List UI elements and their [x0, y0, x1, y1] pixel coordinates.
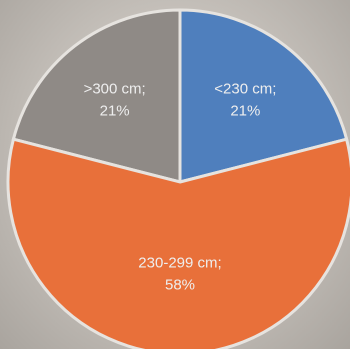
- label-under-230-category: <230 cm;: [214, 81, 276, 98]
- label-230-299-category: 230-299 cm;: [138, 254, 221, 271]
- label-over-300-category: >300 cm;: [84, 81, 146, 98]
- label-under-230-value: 21%: [230, 103, 260, 120]
- label-under-230: <230 cm; 21%: [214, 81, 276, 120]
- label-230-299-value: 58%: [165, 276, 195, 293]
- slice-over-300: [11, 8, 182, 184]
- label-over-300: >300 cm; 21%: [84, 81, 146, 120]
- slice-under-230: [178, 8, 349, 184]
- label-230-299: 230-299 cm; 58%: [138, 254, 221, 293]
- label-over-300-value: 21%: [100, 103, 130, 120]
- slice-230-299: [6, 137, 350, 349]
